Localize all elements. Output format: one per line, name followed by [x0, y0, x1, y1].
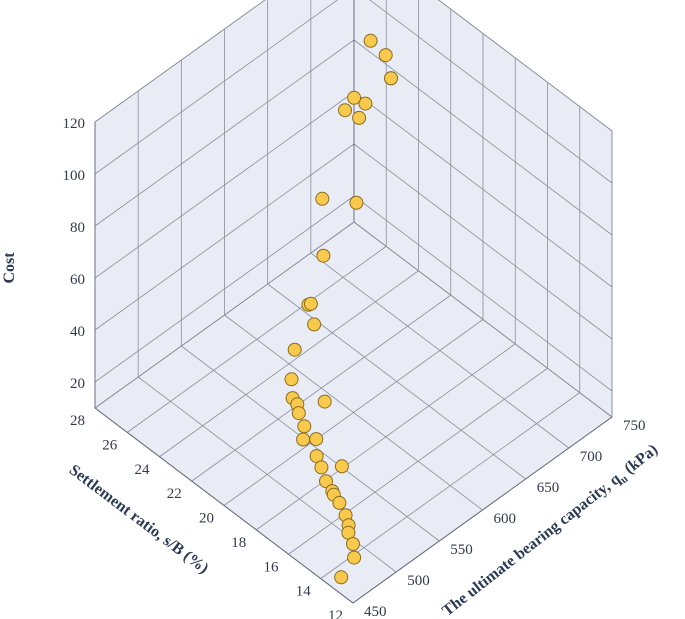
data-point [303, 296, 318, 311]
z-tick-label: 80 [70, 220, 85, 236]
left-pane-gridline-z [94, 0, 338, 175]
x-tick-labels: 12 14 16 18 20 22 24 26 28 [70, 413, 343, 619]
x-tick-label: 22 [167, 486, 182, 502]
data-point [284, 372, 299, 387]
y-tick-label: 750 [623, 418, 646, 434]
data-point [378, 48, 393, 63]
z-tick-label: 100 [63, 168, 86, 184]
right-pane-gridline-z [369, 0, 613, 184]
z-tick-labels: 20 40 60 80 100 120 [63, 116, 86, 392]
data-point [315, 191, 330, 206]
data-points [284, 33, 398, 585]
x-tick-label: 12 [328, 608, 343, 619]
floor-gridline-y [310, 252, 570, 449]
data-point [346, 537, 360, 551]
data-point [338, 103, 352, 118]
data-point [363, 33, 378, 48]
right-pane-gridline-z [353, 195, 613, 392]
left-pane-gridline-z [94, 143, 355, 331]
data-point [352, 110, 367, 125]
data-point [317, 394, 332, 409]
data-point [347, 550, 362, 565]
y-tick-label: 650 [537, 480, 560, 496]
data-point [296, 432, 311, 447]
data-point [349, 195, 364, 210]
data-point [297, 419, 312, 434]
z-axis-title: Cost [1, 252, 18, 284]
z-tick-label: 40 [70, 324, 85, 340]
data-point [358, 96, 373, 111]
left-pane-gridline-z [94, 0, 266, 123]
data-point [309, 432, 324, 447]
data-point [287, 342, 302, 357]
left-pane-gridline-z [94, 195, 355, 383]
x-tick-label: 16 [264, 559, 280, 575]
x-tick-label: 20 [199, 511, 214, 527]
y-axis-title-unit: (kPa) [618, 441, 661, 480]
data-point [316, 248, 331, 263]
x-tick-label: 26 [102, 437, 118, 453]
y-tick-label: 600 [494, 511, 517, 527]
y-tick-label: 550 [450, 542, 473, 558]
data-point [347, 90, 362, 105]
floor-gridline-y [267, 283, 526, 480]
data-point [307, 317, 322, 332]
right-pane-gridline-z [353, 143, 613, 340]
right-pane-gridline-z [353, 39, 613, 236]
data-point [334, 570, 349, 585]
left-pane-gridline-z [94, 91, 355, 279]
data-point [384, 71, 398, 86]
y-tick-labels: 450 500 550 600 650 700 750 [364, 418, 646, 619]
left-pane-gridline-z [94, 39, 355, 227]
x-tick-label: 18 [231, 535, 246, 551]
floor-gridline-y [224, 314, 483, 511]
axis-edges [94, 0, 613, 604]
y-axis-edge [352, 416, 613, 604]
x-tick-label: 28 [70, 413, 85, 429]
x-axis-edge [94, 407, 354, 604]
data-point [334, 459, 349, 474]
data-point [291, 406, 306, 421]
data-point [332, 495, 347, 510]
x-tick-label: 24 [135, 462, 151, 478]
right-pane-gridline-z [353, 91, 613, 288]
floor-gridline-y [181, 345, 440, 542]
y-tick-label: 700 [580, 449, 603, 465]
z-tick-label: 120 [63, 116, 86, 132]
data-point [319, 474, 333, 489]
z-tick-label: 60 [70, 272, 85, 288]
x-tick-label: 14 [296, 584, 312, 600]
y-tick-label: 500 [407, 573, 430, 589]
y-tick-label: 450 [364, 604, 387, 619]
right-pane-gridline-z [438, 0, 613, 132]
z-tick-label: 20 [70, 376, 85, 392]
data-point [314, 460, 329, 475]
